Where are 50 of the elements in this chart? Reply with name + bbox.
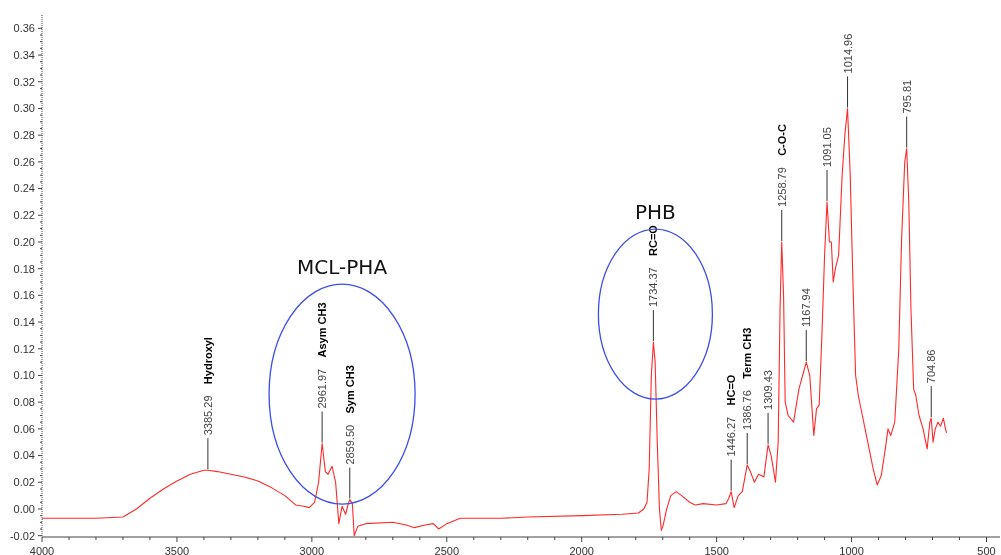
y-tick-label: 0.14	[13, 315, 35, 328]
y-tick-label: 0.02	[13, 476, 35, 489]
annotation: 2961.97	[316, 368, 329, 409]
y-tick-label: 0.24	[13, 182, 35, 195]
x-tick-label: 1000	[839, 545, 864, 555]
x-tick-label: 4000	[29, 545, 55, 555]
y-tick-label: 0.22	[13, 209, 35, 222]
annotation: PHB	[634, 200, 676, 225]
annotation: 704.86	[925, 349, 938, 384]
y-tick-label: 0.28	[13, 129, 35, 141]
annotation: Hydroxyl	[201, 337, 214, 385]
x-tick-label: 1500	[704, 545, 729, 555]
annotation: 3385.29	[201, 395, 214, 436]
annotation: Term CH3	[741, 327, 754, 379]
annotation: 1309.43	[762, 370, 775, 410]
y-tick-label: 0.00	[13, 502, 35, 515]
annotation: MCL-PHA	[297, 255, 388, 280]
annotation: RC=O	[647, 224, 660, 256]
annotation: 1446.27	[725, 416, 738, 457]
annotation: 795.81	[900, 79, 913, 114]
y-tick-label: 0.36	[13, 22, 35, 35]
x-tick-label: 3500	[164, 545, 190, 555]
annotation: 1091.05	[821, 127, 834, 167]
annotation: 2859.50	[343, 424, 356, 465]
x-tick-label: 3000	[299, 545, 325, 555]
annotation: Asym CH3	[316, 302, 329, 358]
y-tick-label: 0.06	[13, 422, 35, 435]
y-tick-label: -0.02	[9, 529, 35, 542]
x-tick-label: 2000	[569, 545, 594, 555]
annotation: 1258.79	[775, 167, 788, 207]
annotation: 1014.96	[841, 33, 854, 74]
y-tick-label: 0.32	[13, 75, 35, 88]
y-tick-label: 0.34	[13, 48, 35, 61]
y-tick-label: 0.04	[13, 449, 35, 462]
x-tick-label: 500	[977, 545, 996, 555]
y-tick-label: 0.12	[13, 342, 35, 355]
y-tick-label: 0.10	[13, 369, 35, 382]
y-tick-label: 0.08	[13, 396, 35, 409]
y-tick-label: 0.16	[13, 289, 35, 302]
x-tick-label: 2500	[434, 545, 460, 555]
annotation: Sym CH3	[343, 365, 356, 414]
y-tick-label: 0.18	[13, 262, 35, 275]
y-tick-label: 0.30	[13, 102, 35, 115]
y-tick-label: 0.26	[13, 155, 35, 168]
annotation: 1167.94	[800, 288, 813, 328]
annotation: 1734.37	[647, 267, 660, 308]
y-tick-label: 0.20	[13, 235, 35, 248]
annotation: 1386.76	[741, 390, 754, 430]
annotation: HC=O	[725, 374, 738, 406]
annotation: C-O-C	[775, 124, 788, 156]
